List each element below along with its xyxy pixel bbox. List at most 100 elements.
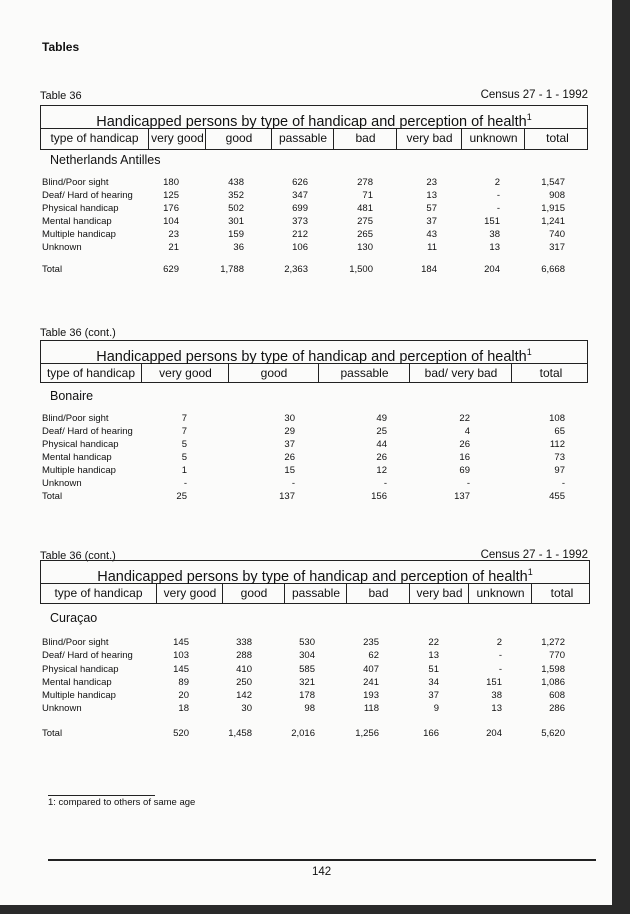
footnote-mark: 1 [527, 567, 533, 577]
table-row-value: 338 [236, 637, 252, 648]
table-row-value: 481 [357, 203, 373, 214]
table-row-value: 1,272 [541, 637, 565, 648]
total-row-value: 1,500 [349, 264, 373, 275]
table-header-box: Handicapped persons by type of handicap … [40, 105, 588, 150]
table-row-value: 235 [363, 637, 379, 648]
table-row-label: Deaf/ Hard of hearing [42, 190, 133, 201]
table-row-value: 275 [357, 216, 373, 227]
table-row-value: 23 [426, 177, 437, 188]
table-row-value: 11 [427, 242, 437, 253]
table-row-value: 770 [549, 650, 565, 661]
footnote-mark: 1 [526, 112, 532, 122]
total-row-value: 25 [176, 491, 187, 502]
column-header: very good [156, 583, 223, 603]
table-row-value: 22 [459, 413, 470, 424]
table-row-value: 180 [163, 177, 179, 188]
total-row-value: 204 [486, 728, 502, 739]
table-row-value: 37 [426, 216, 437, 227]
table-row-label: Unknown [42, 242, 82, 253]
table-row-value: 51 [428, 664, 439, 675]
table-row-label: Mental handicap [42, 216, 112, 227]
table-row-label: Unknown [42, 478, 82, 489]
table-row-value: 145 [173, 664, 189, 675]
table-title-text: Handicapped persons by type of handicap … [96, 113, 527, 130]
table-row-value: 89 [178, 677, 189, 688]
table-row-value: 29 [284, 426, 295, 437]
table-row-value: 20 [178, 690, 189, 701]
total-row-value: 184 [421, 264, 437, 275]
table-row-value: 288 [236, 650, 252, 661]
table-row-value: 43 [426, 229, 437, 240]
table-row-value: 26 [284, 452, 295, 463]
table-row-value: 103 [173, 650, 189, 661]
total-row-value: 1,458 [228, 728, 252, 739]
table-row-value: 108 [549, 413, 565, 424]
total-row-value: 1,256 [355, 728, 379, 739]
column-header-row: type of handicap very good good passable bad… [41, 363, 587, 382]
table-row-value: 71 [362, 190, 373, 201]
table-title: Handicapped persons by type of handicap … [41, 341, 587, 365]
table-row-value: 1,086 [541, 677, 565, 688]
column-header: total [511, 363, 590, 382]
table-row-value: 410 [236, 664, 252, 675]
table-label: Table 36 [40, 90, 82, 102]
table-row-value: 15 [284, 465, 295, 476]
column-header: good [205, 128, 272, 149]
table-row-value: 112 [549, 439, 565, 450]
table-row-value: - [383, 478, 387, 489]
column-header: very bad [409, 583, 469, 603]
table-row-value: 9 [433, 703, 439, 714]
table-row-value: 241 [363, 677, 379, 688]
census-date: Census 27 - 1 - 1992 [480, 89, 588, 101]
table-title: Handicapped persons by type of handicap … [41, 106, 587, 130]
table-row-value: 1,915 [541, 203, 565, 214]
footer-divider [48, 859, 596, 861]
column-header: passable [284, 583, 347, 603]
table-row-value: 352 [228, 190, 244, 201]
table-row-value: 21 [168, 242, 179, 253]
table-row-value: 13 [426, 190, 437, 201]
table-row-value: 502 [228, 203, 244, 214]
column-header: total [524, 128, 590, 149]
table-row-label: Blind/Poor sight [42, 637, 109, 648]
table-row-label: Mental handicap [42, 677, 112, 688]
table-row-value: 286 [549, 703, 565, 714]
table-row-value: 125 [163, 190, 179, 201]
table-row-value: 1,598 [541, 664, 565, 675]
table-row-value: 13 [428, 650, 439, 661]
table-row-value: 49 [376, 413, 387, 424]
table-row-label: Blind/Poor sight [42, 413, 109, 424]
table-row-value: 301 [228, 216, 244, 227]
page-number: 142 [312, 866, 332, 878]
table-row-value: 69 [459, 465, 470, 476]
table-row-value: 176 [163, 203, 179, 214]
table-row-value: - [498, 664, 502, 675]
table-row-value: 57 [426, 203, 437, 214]
column-header: bad [346, 583, 410, 603]
column-header: very good [148, 128, 206, 149]
table-header-box: Handicapped persons by type of handicap … [40, 560, 590, 604]
column-header: bad/ very bad [409, 363, 512, 382]
table-row-label: Deaf/ Hard of hearing [42, 426, 133, 437]
table-row-value: 2 [496, 637, 502, 648]
total-row-label: Total [42, 264, 63, 275]
column-header: very good [141, 363, 229, 382]
table-row-value: 4 [464, 426, 470, 437]
table-row-value: 62 [368, 650, 379, 661]
total-row-label: Total [42, 728, 63, 739]
column-header: type of handicap [54, 586, 143, 600]
table-title-text: Handicapped persons by type of handicap … [96, 348, 527, 365]
table-row-value: 1,547 [541, 177, 565, 188]
table-row-value: 7 [181, 426, 187, 437]
column-header: passable [271, 128, 334, 149]
table-row-value: 44 [376, 439, 387, 450]
total-row-value: 156 [371, 491, 387, 502]
column-header: bad [333, 128, 397, 149]
column-header: unknown [468, 583, 532, 603]
table-row-value: - [496, 203, 500, 214]
total-row-value: 6,668 [541, 264, 565, 275]
table-row-label: Blind/Poor sight [42, 177, 109, 188]
table-label: Table 36 (cont.) [40, 327, 116, 339]
table-row-value: 18 [178, 703, 189, 714]
table-row-label: Physical handicap [42, 439, 119, 450]
